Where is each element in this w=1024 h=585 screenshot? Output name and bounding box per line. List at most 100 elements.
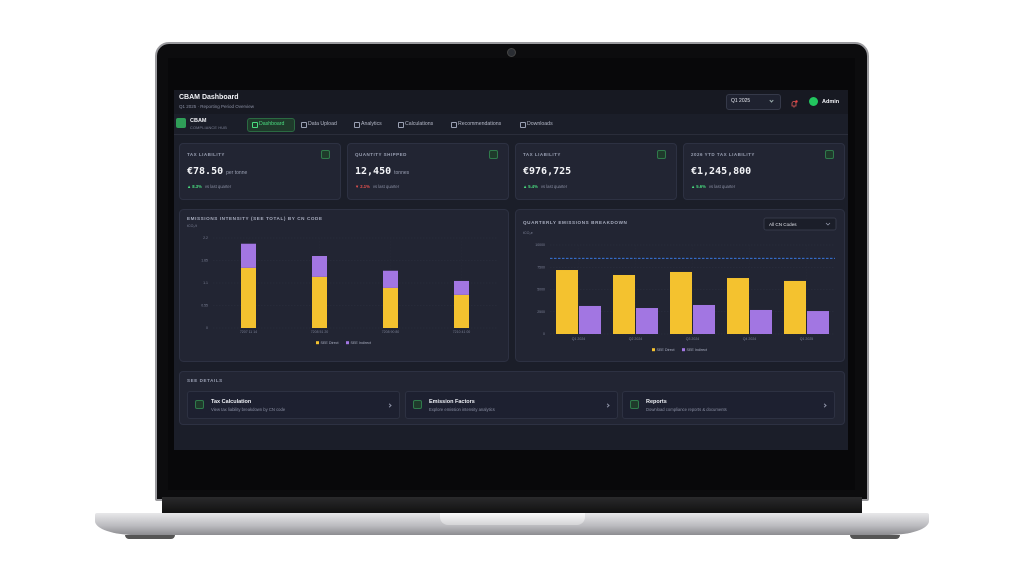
x-tick-label: 7207 11 14: [240, 330, 257, 334]
y-tick-label: 0.55: [201, 304, 208, 308]
detail-card[interactable]: [622, 391, 835, 419]
period-select[interactable]: [726, 94, 781, 110]
nav-tab[interactable]: Dashboard: [259, 121, 285, 127]
camera: [507, 48, 516, 57]
kpi-value-row: €78.50 per tonne: [187, 166, 247, 177]
y-tick-label: 2.2: [203, 236, 208, 240]
y-axis-label: tCO₂/t: [187, 224, 197, 228]
kpi-value: €1,245,800: [691, 166, 752, 177]
kpi-value-row: 12,450 tonnes: [355, 166, 409, 177]
detail-title: Reports: [646, 399, 667, 405]
bar: [750, 309, 772, 334]
bar-segment: [312, 256, 327, 277]
active-tab-bg: [247, 118, 295, 132]
kpi-change-row: ▲ 8.3% vs last quarter: [187, 184, 231, 189]
bar-segment: [383, 270, 398, 288]
y-tick-label: 0: [206, 326, 208, 330]
logo: [176, 118, 186, 128]
bar: [636, 308, 658, 334]
kpi-change: ▲ 5.4%: [523, 184, 538, 189]
notification-button[interactable]: [789, 96, 799, 108]
kpi-value-row: €976,725: [523, 166, 571, 177]
kpi-icon: [657, 150, 666, 159]
kpi-unit: tonnes: [394, 170, 410, 176]
tab-icon: [451, 122, 457, 128]
detail-card[interactable]: [187, 391, 400, 419]
legend-swatch: [682, 348, 685, 352]
filter-value: All CN Codes: [769, 222, 797, 227]
kpi-change-row: ▲ 5.6% vs last quarter: [691, 184, 735, 189]
foot: [850, 535, 900, 539]
bar: [807, 311, 829, 334]
kpi-label: TAX LIABILITY: [523, 152, 561, 157]
avatar[interactable]: [809, 97, 818, 106]
x-tick-label: Q3 2024: [686, 337, 699, 341]
legend-label: SEE Direct: [657, 348, 675, 352]
tab-icon: [520, 122, 526, 128]
detail-icon: [413, 400, 422, 409]
panel-bg: [179, 209, 509, 362]
y-tick-label: 7500: [537, 265, 545, 269]
nav-tab[interactable]: Downloads: [527, 121, 553, 127]
detail-title: Tax Calculation: [211, 399, 252, 405]
bar: [670, 271, 692, 334]
y-tick-label: 0: [543, 332, 545, 336]
filter-select[interactable]: [763, 217, 837, 231]
brand-tagline: COMPLIANCE HUB: [190, 126, 227, 130]
chevron: [825, 222, 831, 226]
kpi-value: 12,450: [355, 166, 392, 177]
legend-label: SEE Direct: [321, 341, 339, 345]
detail-icon: [630, 400, 639, 409]
legend-swatch: [346, 341, 349, 345]
bar: [727, 278, 749, 334]
kpi-card: [683, 143, 845, 200]
bar-segment: [454, 294, 469, 328]
period-value: Q1 2025: [731, 98, 751, 104]
kpi-note: vs last quarter: [204, 184, 232, 189]
nav-tab[interactable]: Data Upload: [308, 121, 337, 127]
kpi-note: vs last quarter: [372, 184, 400, 189]
nav-tab[interactable]: Calculations: [405, 121, 434, 127]
x-tick-label: 7208 90 80: [382, 330, 400, 334]
detail-description: Download compliance reports & documents: [646, 407, 727, 412]
kpi-icon: [321, 150, 330, 159]
bell-icon: [791, 100, 798, 108]
detail-description: Explore emission intensity analytics: [429, 407, 495, 412]
bar: [556, 270, 578, 334]
y-tick-label: 1.1: [203, 281, 208, 285]
kpi-icon: [489, 150, 498, 159]
x-tick-label: Q4 2024: [743, 337, 756, 341]
kpi-icon: [825, 150, 834, 159]
detail-icon: [195, 400, 204, 409]
kpi-change: ▲ 8.3%: [187, 184, 202, 189]
kpi-value-row: €1,245,800: [691, 166, 751, 177]
detail-card[interactable]: [405, 391, 618, 419]
hinge: [162, 497, 862, 513]
chart-panel: QUARTERLY EMISSIONS BREAKDOWN tCO₂e All CN…: [515, 209, 845, 362]
kpi-card: [347, 143, 509, 200]
tab-icon: [354, 122, 360, 128]
nav-bar: [174, 114, 848, 135]
x-tick-label: Q2 2024: [629, 337, 642, 341]
y-tick-label: 1.65: [201, 259, 208, 263]
brand: CBAM: [190, 118, 207, 124]
bar-segment: [241, 267, 256, 328]
x-tick-label: Q1 2024: [572, 337, 585, 341]
bar-segment: [454, 280, 469, 295]
bar: [784, 280, 806, 334]
base-notch: [440, 513, 585, 525]
tab-icon: [398, 122, 404, 128]
user-name[interactable]: Admin: [822, 99, 840, 105]
chart-panel: EMISSIONS INTENSITY (SEE TOTAL) BY CN CO…: [179, 209, 509, 362]
chart-title: QUARTERLY EMISSIONS BREAKDOWN: [523, 220, 628, 225]
legend-label: SEE Indirect: [351, 341, 372, 345]
detail-title: Emission Factors: [429, 399, 475, 405]
chart-title: EMISSIONS INTENSITY (SEE TOTAL) BY CN CO…: [187, 216, 323, 221]
nav-tab[interactable]: Recommendations: [458, 121, 502, 127]
bar-segment: [383, 287, 398, 328]
kpi-value: €976,725: [523, 166, 572, 177]
kpi-label: TAX LIABILITY: [187, 152, 225, 157]
kpi-label: QUANTITY SHIPPED: [355, 152, 407, 157]
nav-tab[interactable]: Analytics: [361, 121, 382, 127]
